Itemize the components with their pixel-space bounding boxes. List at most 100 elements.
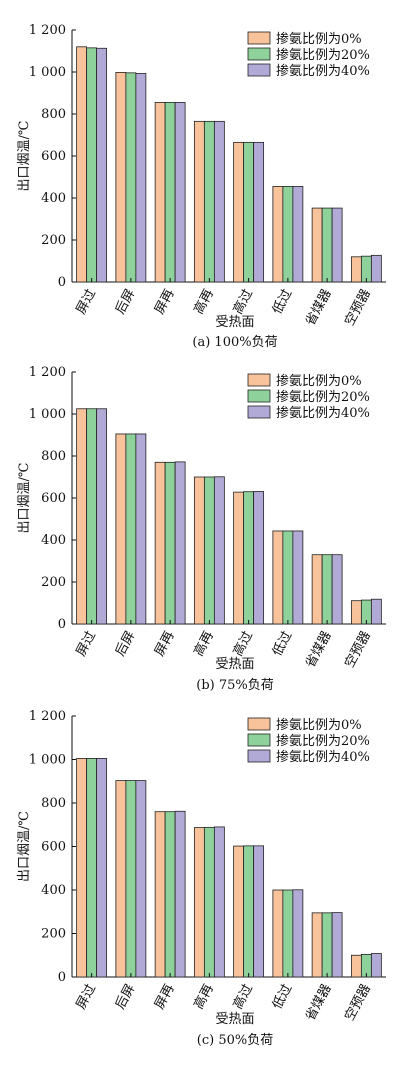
bar-series-0	[311, 554, 323, 625]
bar-series-2	[331, 912, 343, 978]
chart-panel: 0 200 400 600 800 1 000 1 200 出口烟温/℃ 屏过 后屏 屏再 高再 高过低…	[17, 365, 386, 693]
x-tick-label: 屏过	[74, 287, 99, 317]
y-axis-title: 出口烟温/℃	[17, 121, 32, 192]
x-axis-title: 受热面	[215, 657, 254, 672]
y-tick-label: 1 000	[29, 753, 66, 768]
y-tick-label: 400	[41, 533, 66, 548]
y-tick-label: 0	[58, 970, 66, 985]
x-tick-label: 低过	[270, 287, 295, 317]
x-tick-label: 高过	[230, 981, 256, 1011]
x-tick-label: 省煤器	[303, 629, 335, 670]
bar-series-2	[174, 102, 186, 283]
bar-series-1	[203, 476, 215, 625]
x-tick-label: 空预器	[342, 287, 374, 328]
bar-series-1	[125, 72, 137, 283]
bar-series-0	[76, 758, 88, 978]
legend-label: 掺氨比例为0%	[276, 373, 362, 389]
legend-swatch	[247, 63, 271, 77]
bar-series-0	[193, 120, 205, 283]
bar-series-2	[292, 186, 304, 283]
y-tick-label: 600	[41, 149, 66, 164]
bar-series-0	[272, 889, 284, 978]
y-tick-label: 800	[41, 107, 66, 122]
bar-series-2	[331, 554, 343, 625]
x-tick-label: 省煤器	[303, 287, 335, 328]
bar-series-0	[350, 256, 362, 283]
x-tick-label: 高过	[230, 628, 256, 658]
y-tick-label: 200	[41, 575, 66, 590]
bar-series-1	[86, 408, 98, 625]
bar-series-2	[96, 408, 108, 625]
y-tick-label: 0	[58, 617, 66, 632]
bar-series-1	[321, 912, 333, 978]
bar-series-2	[174, 810, 186, 978]
y-tick-label: 600	[41, 491, 66, 506]
x-tick-label: 屏再	[152, 629, 177, 659]
x-tick-label: 屏再	[152, 982, 177, 1012]
bar-series-1	[243, 845, 255, 978]
bar-series-2	[331, 207, 343, 283]
bar-series-0	[311, 207, 323, 283]
x-tick-label: 屏过	[74, 982, 99, 1012]
bar-series-2	[96, 47, 108, 283]
chart-panel: 0 200 400 600 800 1 000 1 200 出口烟温/℃ 屏过 后屏 屏再 高再 高过低…	[17, 23, 386, 350]
bar-series-0	[350, 954, 362, 978]
y-tick-label: 200	[41, 233, 66, 248]
bar-series-0	[154, 461, 166, 625]
bar-series-2	[174, 461, 186, 625]
legend-label: 掺氨比例为40%	[276, 749, 370, 765]
bar-series-1	[125, 433, 137, 625]
bar-series-0	[76, 46, 88, 283]
bar-series-0	[272, 530, 284, 625]
y-tick-label: 600	[41, 840, 66, 855]
bar-series-1	[164, 102, 176, 283]
bar-series-0	[311, 912, 323, 978]
bar-series-1	[243, 141, 255, 283]
panel-caption: (a) 100%负荷	[192, 335, 277, 350]
bar-series-0	[115, 780, 127, 978]
bar-series-1	[164, 811, 176, 978]
legend-swatch	[247, 47, 271, 61]
bar-series-0	[154, 102, 166, 283]
bar-series-1	[282, 530, 294, 625]
bar-series-0	[115, 72, 127, 283]
y-tick-label: 800	[41, 796, 66, 811]
bar-series-2	[135, 433, 147, 625]
bar-series-2	[370, 254, 382, 283]
x-tick-label: 屏再	[152, 287, 177, 317]
bar-series-1	[125, 780, 137, 978]
bar-series-2	[253, 491, 265, 625]
x-tick-label: 后屏	[113, 982, 138, 1012]
bar-series-2	[135, 780, 147, 978]
x-tick-label: 屏过	[74, 629, 99, 659]
x-axis-title: 受热面	[215, 315, 254, 330]
bar-series-1	[282, 889, 294, 978]
y-tick-label: 1 200	[29, 23, 66, 38]
legend-swatch	[247, 749, 271, 763]
bar-series-1	[321, 207, 333, 283]
bar-series-2	[213, 476, 225, 625]
x-axis-title: 受热面	[215, 1012, 254, 1027]
bar-series-1	[282, 186, 294, 283]
bar-series-2	[370, 953, 382, 978]
bar-series-2	[213, 826, 225, 978]
y-tick-label: 1 000	[29, 407, 66, 422]
bar-series-0	[233, 845, 245, 978]
y-tick-label: 1 200	[29, 709, 66, 724]
bar-series-0	[272, 186, 284, 283]
legend-swatch	[247, 389, 271, 403]
x-tick-label: 空预器	[342, 982, 374, 1023]
bar-series-0	[154, 811, 166, 978]
bar-series-0	[233, 491, 245, 625]
panel-caption: (b) 75%负荷	[196, 678, 274, 693]
bar-series-1	[164, 461, 176, 625]
bar-series-2	[370, 598, 382, 625]
bar-series-2	[292, 530, 304, 625]
x-tick-label: 高过	[230, 286, 256, 316]
y-tick-label: 200	[41, 927, 66, 942]
bar-series-2	[253, 141, 265, 283]
bar-series-0	[233, 141, 245, 283]
legend-label: 掺氨比例为0%	[276, 31, 362, 47]
bar-series-0	[115, 433, 127, 625]
